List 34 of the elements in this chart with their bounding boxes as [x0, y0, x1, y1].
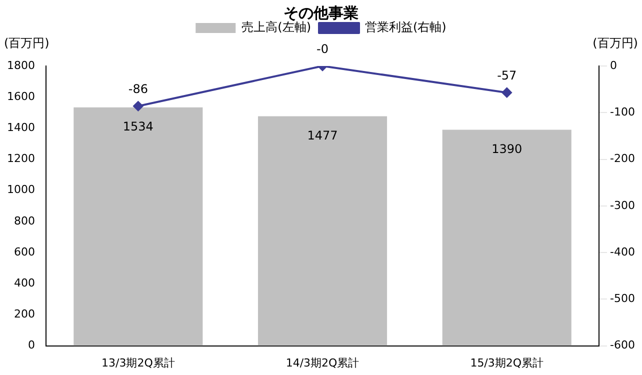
y2-tick-label: -400 — [610, 245, 636, 258]
y-tick-label: 1600 — [6, 90, 35, 103]
y-tick-label: 0 — [28, 338, 35, 352]
y2-tick-label: -100 — [610, 105, 636, 118]
y2-tick-label: -600 — [610, 338, 636, 352]
y2-tick-label: -300 — [610, 198, 636, 212]
y-tick-label: 1200 — [6, 152, 35, 166]
bar — [442, 130, 572, 346]
legend-label: 営業利益(右軸) — [365, 20, 446, 34]
data-label: -86 — [128, 82, 148, 96]
x-tick-label: 13/3期2Q累計 — [101, 356, 175, 370]
bar — [258, 116, 388, 346]
y-tick-label: 600 — [14, 245, 35, 258]
chart-title: その他事業 — [284, 4, 358, 22]
y2-tick-label: 0 — [610, 58, 618, 72]
y-tick-label: 200 — [14, 308, 35, 321]
y-tick-label: 1800 — [6, 58, 35, 72]
data-label: 1390 — [492, 142, 522, 156]
y-axis-title: (百万円) — [4, 36, 50, 50]
x-tick-label: 14/3期2Q累計 — [286, 356, 360, 370]
y-tick-label: 1400 — [6, 121, 35, 134]
y2-tick-label: -200 — [610, 152, 636, 166]
data-label: -57 — [497, 68, 517, 83]
y-tick-label: 400 — [14, 276, 35, 290]
y2-axis-title: (百万円) — [592, 36, 638, 50]
bar — [74, 107, 203, 346]
x-tick-label: 15/3期2Q累計 — [470, 356, 544, 370]
legend-label: 売上高(左軸) — [242, 20, 312, 34]
data-label: 1477 — [307, 128, 338, 142]
y2-tick-label: -500 — [610, 292, 636, 306]
data-label: 1534 — [122, 119, 154, 134]
y-tick-label: 800 — [14, 214, 35, 228]
y-tick-label: 1000 — [6, 183, 35, 196]
data-label: -0 — [316, 42, 328, 56]
